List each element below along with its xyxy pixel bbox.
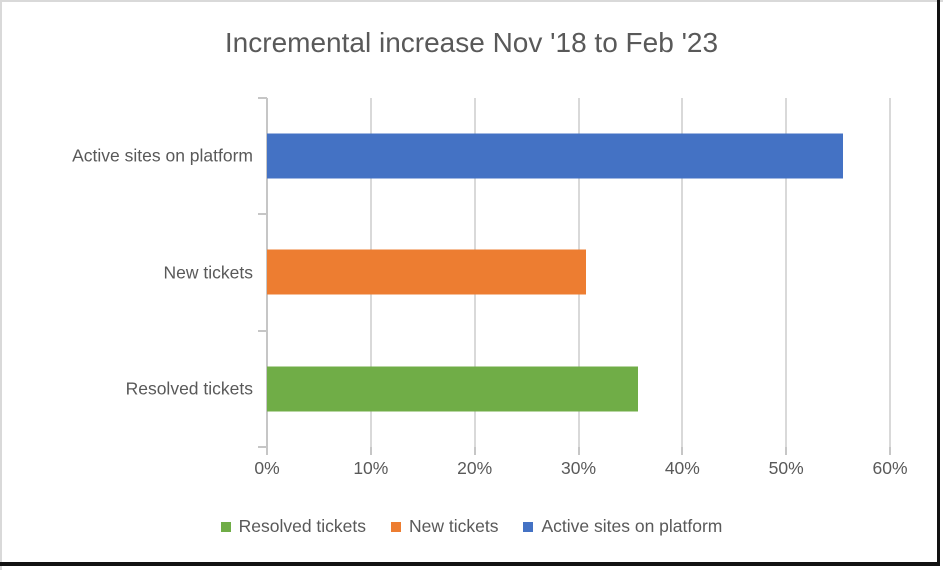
x-tick-label: 40% [664, 458, 700, 478]
category-label-resolved-tickets: Resolved tickets [125, 378, 253, 399]
bar-active-sites-on-platform [267, 133, 844, 179]
category-label-new-tickets: New tickets [163, 262, 253, 282]
legend-label: Resolved tickets [238, 516, 367, 536]
legend-label: Active sites on platform [541, 516, 723, 536]
category-label-active-sites-on-platform: Active sites on platform [72, 145, 253, 166]
axis-tick [369, 447, 372, 455]
gridline [889, 98, 891, 447]
picture-frame-bottom [0, 562, 940, 566]
category-axis-labels: Active sites on platform New tickets Res… [0, 98, 253, 447]
axis-tick [266, 447, 268, 455]
x-tick-label: 0% [254, 458, 280, 478]
bar-row [267, 331, 890, 447]
x-tick-label: 30% [560, 458, 597, 478]
axis-tick [681, 447, 684, 455]
legend-marker-icon [523, 521, 534, 532]
axis-tick [889, 447, 891, 455]
axis-tick [473, 447, 476, 455]
bar-new-tickets [267, 249, 586, 295]
axis-tick [577, 447, 580, 455]
gridline [785, 98, 788, 447]
x-axis-labels: 0% 10% 20% 30% 40% 50% 60% [254, 458, 907, 480]
category-axis-tick [258, 446, 267, 448]
legend-label: New tickets [409, 516, 499, 536]
category-axis-tick [258, 97, 267, 99]
legend-item-resolved-tickets: Resolved tickets [220, 516, 367, 537]
bar-row [267, 214, 890, 330]
legend-item-active-sites-on-platform: Active sites on platform [523, 516, 722, 537]
legend-marker-icon [220, 521, 231, 532]
axis-tick [785, 447, 788, 455]
x-tick-label: 20% [457, 458, 493, 478]
legend-item-new-tickets: New tickets [391, 516, 498, 537]
x-tick-label: 50% [768, 458, 804, 478]
category-axis-tick [258, 329, 267, 332]
picture-frame-right [937, 0, 940, 566]
bar-row [267, 98, 890, 214]
bar-resolved-tickets [267, 366, 638, 412]
plot-area [258, 97, 891, 448]
legend: Resolved tickets New tickets Active site… [0, 516, 943, 537]
gridline [681, 98, 684, 447]
legend-marker-icon [391, 521, 402, 532]
chart-title: Incremental increase Nov '18 to Feb '23 [224, 27, 719, 58]
x-tick-label: 10% [353, 458, 389, 478]
x-tick-label: 60% [872, 458, 908, 478]
category-axis-tick [258, 213, 267, 216]
bar-rows [267, 98, 890, 447]
x-axis-ticks [266, 447, 891, 455]
